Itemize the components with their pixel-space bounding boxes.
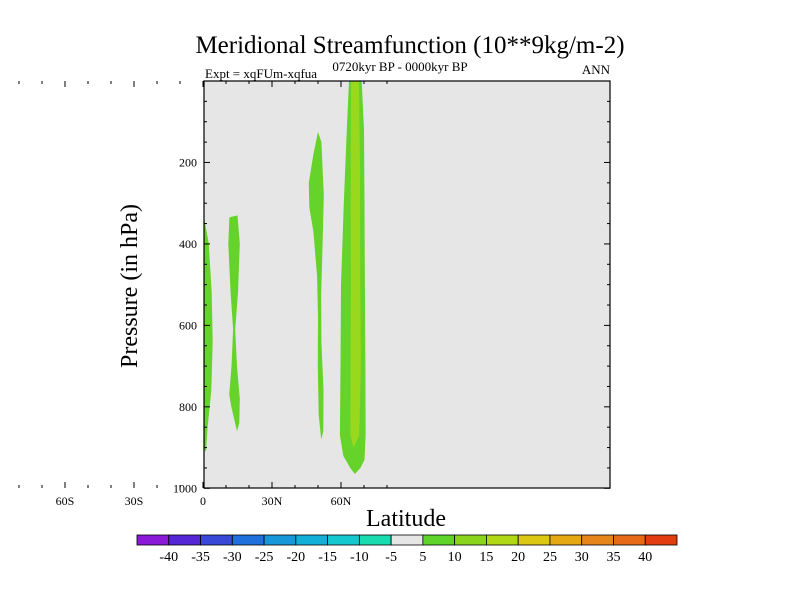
y-tick-label: 200: [179, 155, 197, 169]
colorbar-label: -25: [255, 550, 274, 565]
colorbar-label: -15: [318, 550, 337, 565]
colorbar-box: [517, 534, 551, 546]
y-axis-label: Pressure (in hPa): [117, 204, 143, 368]
colorbar-box: [390, 534, 424, 546]
colorbar-label: 10: [448, 550, 462, 565]
colorbar-box: [581, 534, 614, 546]
y-tick-label: 800: [179, 400, 197, 414]
plot-background: [204, 81, 610, 488]
neg-cell-1: [21, 89, 25, 407]
experiment-label: Expt = xqFUm-xqfua: [205, 66, 317, 81]
x-tick-label: 60S: [56, 494, 75, 508]
colorbar-box: [422, 534, 456, 546]
colorbar-label: 15: [479, 550, 493, 565]
neg-cell-2: [43, 89, 47, 431]
y-tick-label: 1000: [173, 481, 197, 495]
colorbar: -40 -35 -30 -25 -20 -15 -10 -5 5 10 15 20 25 30 35 40: [136, 534, 678, 565]
colorbar-box: [136, 534, 170, 546]
colorbar-box: [358, 534, 392, 546]
colorbar-box: [263, 534, 297, 546]
colorbar-box: [295, 534, 328, 546]
pos-cell-2: [228, 215, 240, 432]
season-label: ANN: [582, 62, 611, 77]
colorbar-label: 20: [511, 550, 525, 565]
y-tick-label: 600: [179, 318, 197, 332]
x-tick-label: 60N: [331, 494, 352, 508]
colorbar-label: 30: [575, 550, 589, 565]
neg-cell-3: [55, 289, 57, 440]
colorbar-box: [644, 534, 678, 546]
x-tick-label: 30N: [262, 494, 283, 508]
colorbar-box: [549, 534, 583, 546]
plot-area: 60S 30S 0 30N 60N 200 400 600 800 1000: [18, 80, 611, 508]
pos-cell-3: [308, 131, 324, 440]
contour-regions: [21, 81, 366, 474]
period-label: 0720kyr BP - 0000kyr BP: [332, 59, 467, 74]
x-tick-label: 30S: [125, 494, 144, 508]
colorbar-box: [200, 534, 233, 546]
colorbar-box: [454, 534, 487, 546]
colorbar-label: 40: [638, 550, 652, 565]
colorbar-box: [231, 534, 265, 546]
x-axis-label: Latitude: [366, 506, 446, 532]
colorbar-label: 35: [606, 550, 620, 565]
y-tick-label: 400: [179, 237, 197, 251]
colorbar-label: -20: [286, 550, 305, 565]
colorbar-label: -5: [385, 550, 397, 565]
colorbar-box: [327, 534, 360, 546]
colorbar-label: 25: [543, 550, 557, 565]
pos-cell-1: [204, 216, 213, 452]
colorbar-label: -35: [191, 550, 210, 565]
x-tick-label: 0: [200, 494, 206, 508]
axis-ticks: 60S 30S 0 30N 60N 200 400 600 800 1000: [18, 81, 610, 508]
colorbar-box: [613, 534, 646, 546]
colorbar-label: -10: [350, 550, 369, 565]
pos-core-4: [350, 81, 361, 448]
colorbar-label: -40: [159, 550, 178, 565]
colorbar-box: [486, 534, 519, 546]
colorbar-box: [168, 534, 201, 546]
colorbar-label: 5: [419, 550, 426, 565]
chart-title: Meridional Streamfunction (10**9kg/m-2): [195, 32, 624, 59]
colorbar-label: -30: [223, 550, 242, 565]
